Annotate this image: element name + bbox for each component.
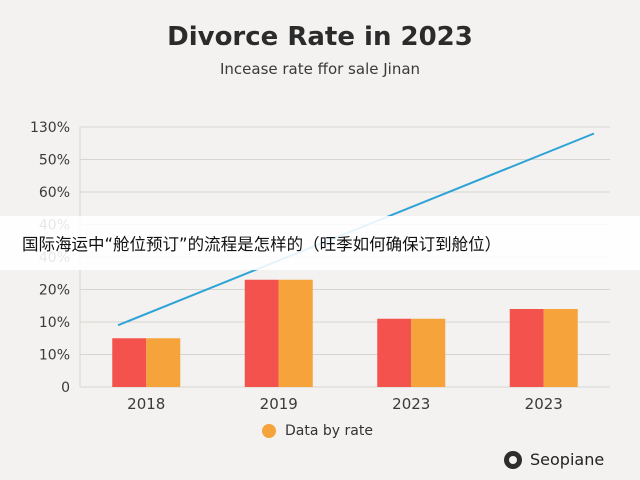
bars xyxy=(112,279,578,387)
brand-name: Seopiane xyxy=(530,450,605,469)
overlay-text: 国际海运中“舱位预订”的流程是怎样的（旺季如何确保订到舱位） xyxy=(22,235,502,254)
legend-swatch xyxy=(262,424,276,438)
bar-2019-red xyxy=(244,279,279,387)
bar-2023-orange xyxy=(543,309,578,387)
x-tick-label: 2023 xyxy=(525,395,563,413)
y-tick-label: 10% xyxy=(39,315,70,331)
legend-label: Data by rate xyxy=(285,423,373,439)
y-tick-label: 0 xyxy=(61,380,70,396)
x-tick-label: 2019 xyxy=(260,395,298,413)
chart-title: Divorce Rate in 2023 xyxy=(167,22,473,52)
bar-2023-red xyxy=(509,309,544,387)
brand-icon xyxy=(504,450,522,469)
bar-2018-orange xyxy=(146,338,181,387)
y-tick-label: 20% xyxy=(39,283,70,299)
bar-2023-red xyxy=(377,318,412,387)
legend: Data by rate xyxy=(262,423,373,439)
overlay-banner: 国际海运中“舱位预订”的流程是怎样的（旺季如何确保订到舱位） xyxy=(0,216,640,270)
y-tick-label: 50% xyxy=(39,153,70,169)
y-tick-label: 130% xyxy=(30,120,70,136)
y-tick-label: 60% xyxy=(39,185,70,201)
bar-2023-orange xyxy=(411,318,446,387)
x-axis-ticks: 2018 2019 2023 2023 xyxy=(127,395,563,413)
bar-2019-orange xyxy=(278,279,313,387)
brand-logo: Seopiane xyxy=(504,450,604,469)
y-tick-label: 10% xyxy=(39,348,70,364)
chart-subtitle: Incease rate ffor sale Jinan xyxy=(219,60,421,78)
bar-2018-red xyxy=(112,338,147,387)
x-tick-label: 2023 xyxy=(392,395,430,413)
x-tick-label: 2018 xyxy=(127,395,165,413)
